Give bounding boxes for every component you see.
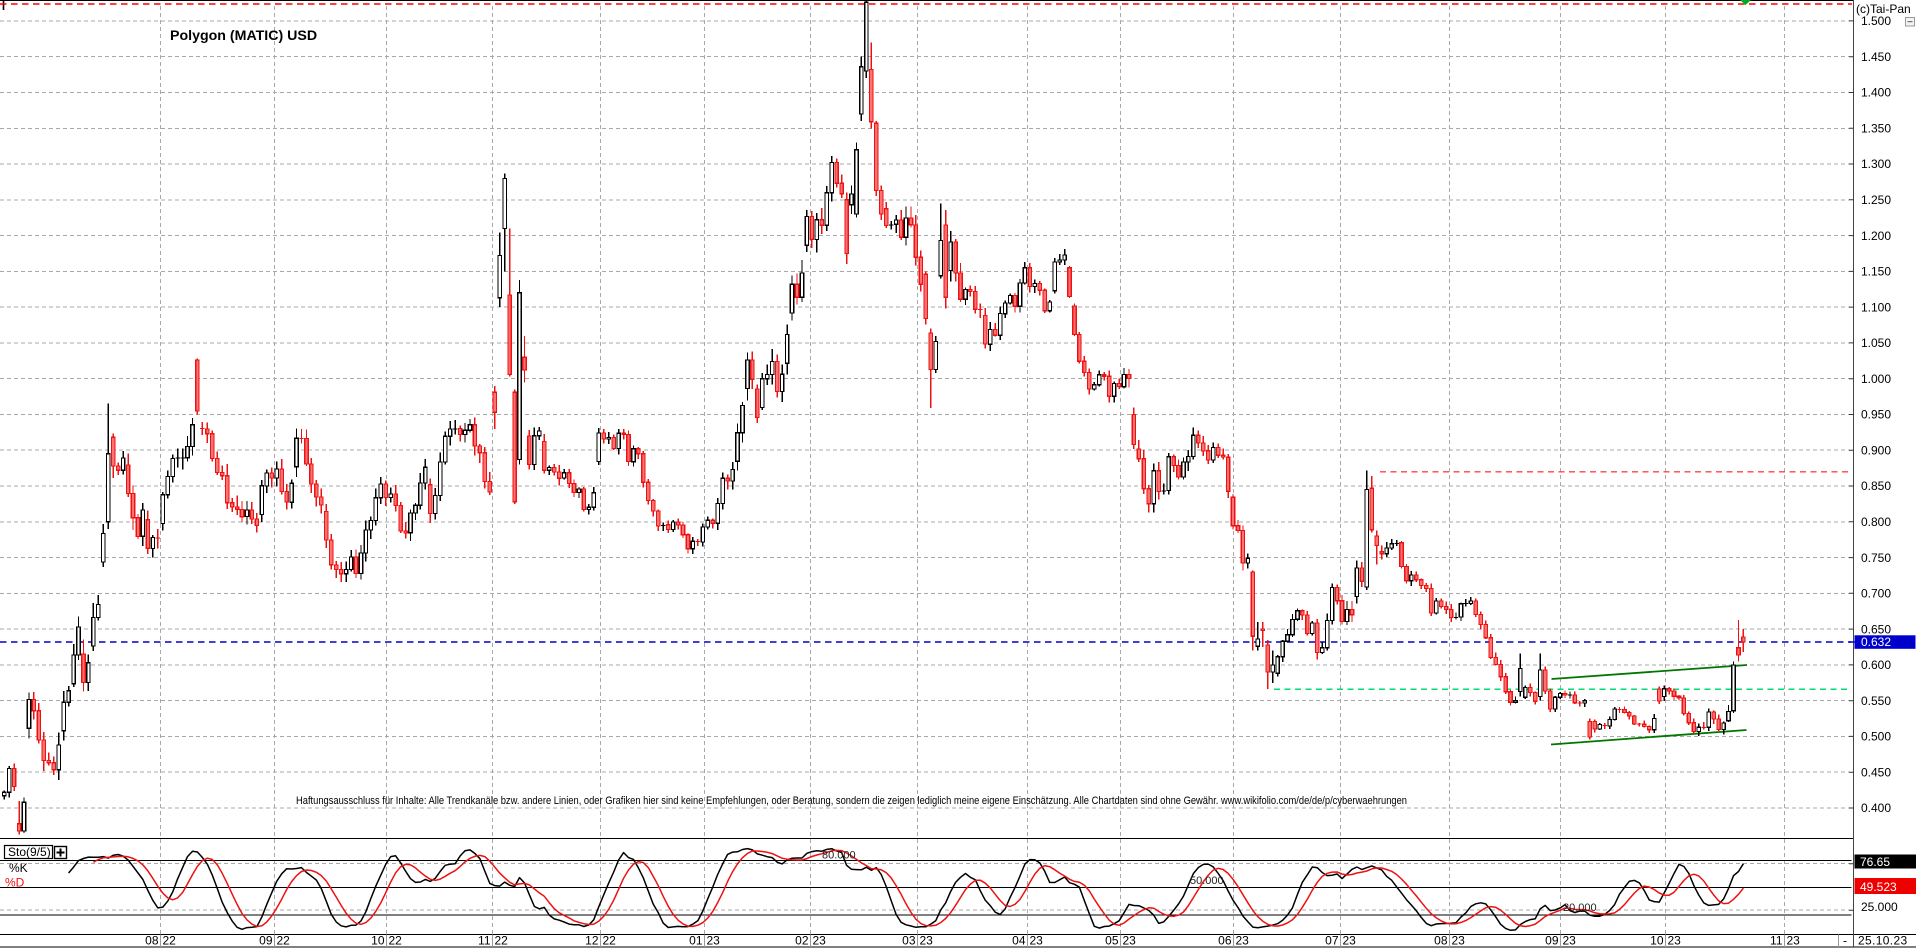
svg-text:1.300: 1.300	[1861, 157, 1891, 171]
svg-text:23: 23	[1668, 934, 1682, 948]
svg-text:09: 09	[259, 934, 273, 948]
svg-text:23: 23	[1563, 934, 1577, 948]
svg-text:Polygon (MATIC) USD: Polygon (MATIC) USD	[170, 28, 317, 44]
svg-text:08: 08	[1434, 934, 1448, 948]
svg-text:80.000: 80.000	[822, 850, 856, 862]
svg-text:10: 10	[1650, 934, 1664, 948]
svg-text:1.000: 1.000	[1861, 372, 1891, 386]
svg-text:%K: %K	[9, 861, 28, 875]
svg-text:1.500: 1.500	[1861, 14, 1891, 28]
svg-text:0.850: 0.850	[1861, 479, 1891, 493]
svg-text:50.000: 50.000	[1190, 875, 1224, 887]
svg-text:76.65: 76.65	[1860, 855, 1890, 869]
svg-text:20.000: 20.000	[1563, 902, 1597, 914]
svg-text:23: 23	[1343, 934, 1357, 948]
svg-text:1.050: 1.050	[1861, 336, 1891, 350]
svg-text:22: 22	[163, 934, 177, 948]
svg-text:03: 03	[902, 934, 916, 948]
svg-text:23: 23	[1787, 934, 1801, 948]
svg-text:23: 23	[1030, 934, 1044, 948]
svg-text:0.750: 0.750	[1861, 551, 1891, 565]
svg-text:1.450: 1.450	[1861, 50, 1891, 64]
svg-text:09: 09	[1545, 934, 1559, 948]
svg-text:23: 23	[920, 934, 934, 948]
svg-text:0.900: 0.900	[1861, 443, 1891, 457]
svg-text:25.10.23: 25.10.23	[1858, 934, 1908, 948]
svg-text:25.000: 25.000	[1861, 900, 1898, 914]
svg-text:05: 05	[1105, 934, 1119, 948]
svg-text:0.632: 0.632	[1861, 635, 1891, 649]
svg-text:11: 11	[478, 934, 491, 948]
svg-text:06: 06	[1218, 934, 1232, 948]
svg-text:1.200: 1.200	[1861, 229, 1891, 243]
svg-text:0.800: 0.800	[1861, 515, 1891, 529]
svg-text:22: 22	[495, 934, 509, 948]
svg-text:-: -	[1843, 934, 1847, 948]
svg-text:0.700: 0.700	[1861, 587, 1891, 601]
svg-text:10: 10	[371, 934, 385, 948]
svg-text:%D: %D	[5, 876, 25, 890]
svg-text:23: 23	[707, 934, 721, 948]
svg-text:1.150: 1.150	[1861, 265, 1891, 279]
svg-text:0.450: 0.450	[1861, 765, 1891, 779]
svg-text:07: 07	[1325, 934, 1339, 948]
svg-text:23: 23	[1452, 934, 1466, 948]
svg-text:1.100: 1.100	[1861, 300, 1891, 314]
svg-text:23: 23	[1236, 934, 1250, 948]
svg-text:02: 02	[795, 934, 809, 948]
svg-text:(c)Tai-Pan: (c)Tai-Pan	[1856, 2, 1911, 16]
svg-text:0.950: 0.950	[1861, 408, 1891, 422]
svg-text:1.250: 1.250	[1861, 193, 1891, 207]
svg-text:1.350: 1.350	[1861, 122, 1891, 136]
svg-text:49.523: 49.523	[1860, 880, 1897, 894]
svg-text:Haftungsausschluss für Inhalte: Haftungsausschluss für Inhalte: Alle Tre…	[296, 795, 1407, 807]
svg-text:0.550: 0.550	[1861, 694, 1891, 708]
svg-text:12: 12	[585, 934, 599, 948]
svg-text:23: 23	[1123, 934, 1137, 948]
svg-text:1.400: 1.400	[1861, 86, 1891, 100]
svg-text:0.600: 0.600	[1861, 658, 1891, 672]
svg-text:22: 22	[389, 934, 403, 948]
svg-text:0.650: 0.650	[1861, 622, 1891, 636]
svg-text:23: 23	[813, 934, 827, 948]
svg-text:0.500: 0.500	[1861, 730, 1891, 744]
svg-text:Sto(9/5): Sto(9/5)	[8, 845, 51, 859]
svg-text:08: 08	[145, 934, 159, 948]
svg-text:01: 01	[689, 934, 703, 948]
svg-text:22: 22	[603, 934, 617, 948]
svg-text:0.400: 0.400	[1861, 801, 1891, 815]
svg-text:04: 04	[1012, 934, 1026, 948]
svg-text:11: 11	[1770, 934, 1783, 948]
svg-text:22: 22	[277, 934, 291, 948]
